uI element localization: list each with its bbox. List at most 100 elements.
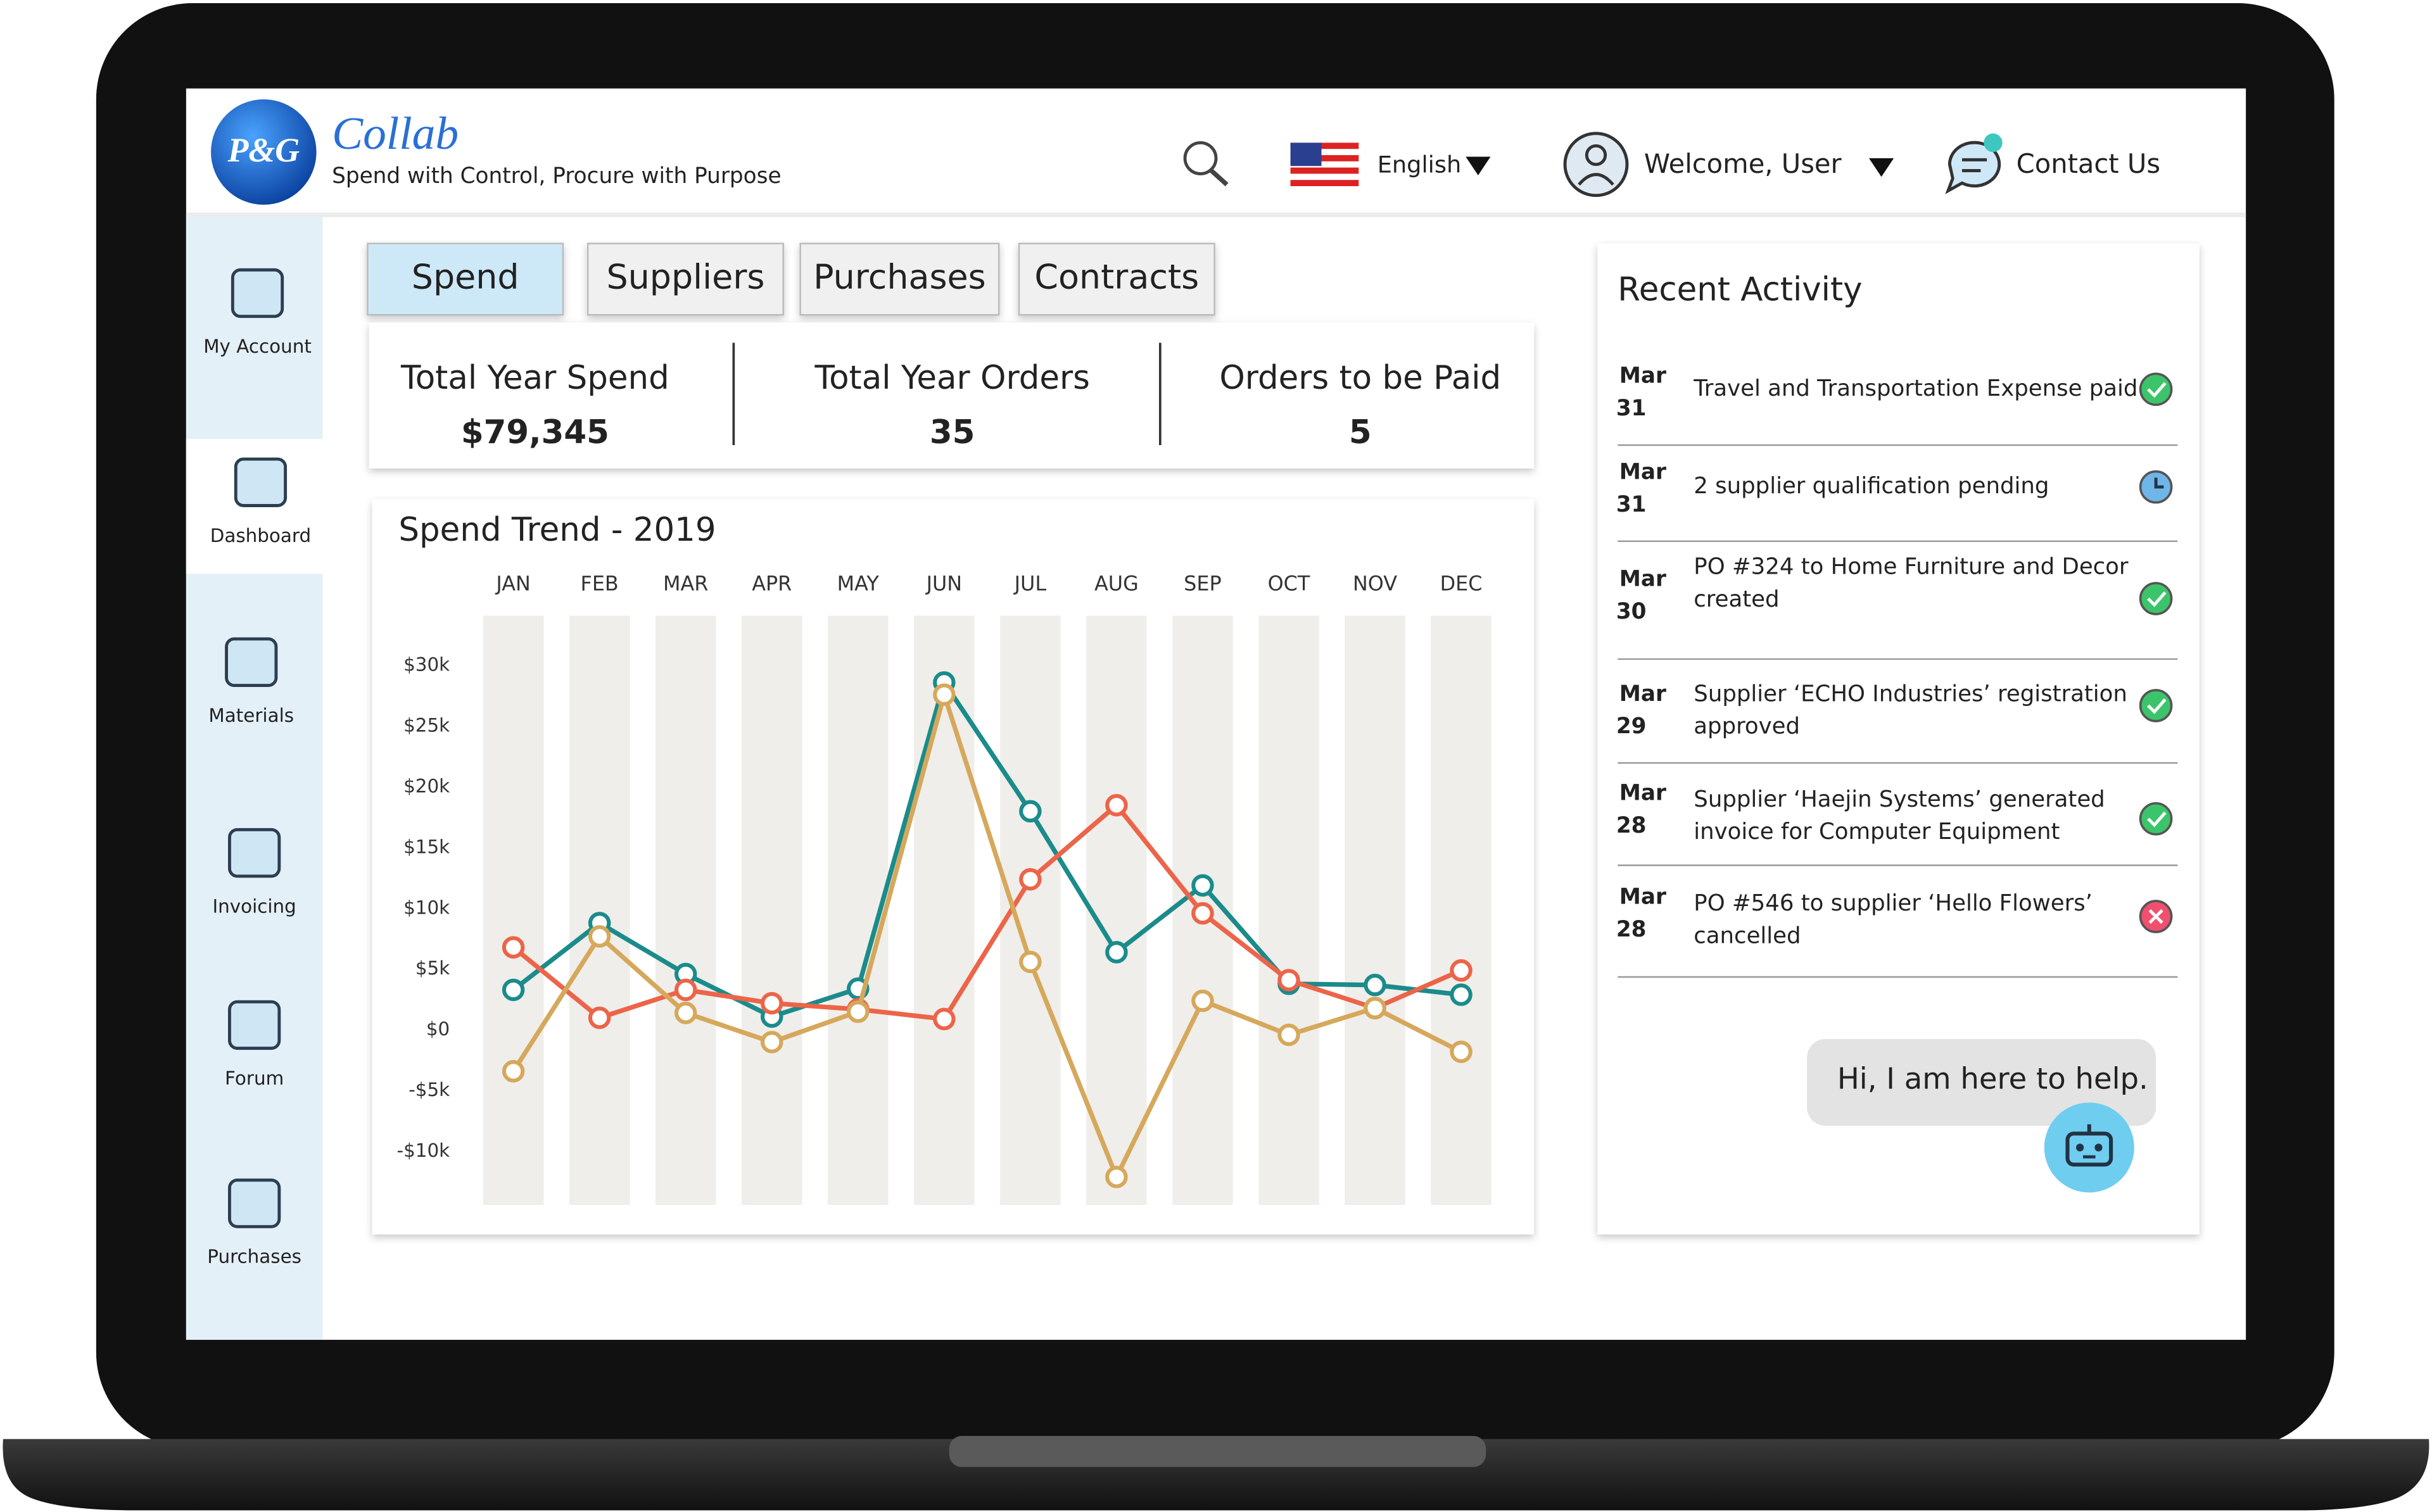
activity-month: Mar xyxy=(1619,681,1666,707)
kpi-card xyxy=(369,322,1535,469)
sidebar-label: Purchases xyxy=(207,1246,301,1268)
activity-day: 30 xyxy=(1616,599,1647,624)
flag-icon xyxy=(1290,142,1359,186)
tab[interactable]: Purchases xyxy=(799,243,1000,316)
data-point xyxy=(1191,874,1214,897)
chatbot-icon[interactable] xyxy=(2044,1102,2134,1193)
contact-us[interactable]: Contact Us xyxy=(2017,148,2160,179)
data-point xyxy=(1191,989,1214,1012)
status-glyph xyxy=(2147,591,2167,607)
tab-bg xyxy=(367,243,564,316)
user-avatar[interactable] xyxy=(1563,132,1629,198)
activity-day: 28 xyxy=(1616,917,1647,942)
column-band xyxy=(1345,615,1405,1205)
x-tick-label: NOV xyxy=(1353,571,1397,595)
tab-label: Spend xyxy=(412,257,519,297)
sidebar-item[interactable]: My Account xyxy=(203,268,312,357)
tab[interactable]: Suppliers xyxy=(586,243,784,316)
x-tick-label: APR xyxy=(752,571,792,595)
column-band xyxy=(1258,615,1319,1205)
status-icon xyxy=(2139,900,2173,933)
data-point xyxy=(1019,950,1042,973)
sidebar-icon xyxy=(225,637,278,688)
activity-text: invoice for Computer Equipment xyxy=(1694,819,2060,845)
activity-text: cancelled xyxy=(1694,923,1801,948)
status-glyph xyxy=(2147,698,2167,714)
column-band xyxy=(1086,615,1147,1205)
data-point xyxy=(760,1031,783,1054)
y-tick-label: $15k xyxy=(403,836,450,857)
column-band xyxy=(741,615,802,1205)
tab-label: Suppliers xyxy=(606,257,764,297)
y-tick-label: $10k xyxy=(403,897,450,918)
status-ring xyxy=(2139,689,2173,722)
data-point xyxy=(933,683,956,706)
data-point xyxy=(933,1007,956,1031)
data-point xyxy=(1277,969,1300,992)
sidebar-label: Forum xyxy=(225,1068,284,1089)
chat-bubble[interactable] xyxy=(1807,1038,2156,1126)
y-tick-label: $5k xyxy=(415,957,450,979)
data-point xyxy=(760,992,783,1015)
sidebar-icon xyxy=(228,1000,281,1050)
sidebar xyxy=(186,217,323,1340)
x-tick-label: AUG xyxy=(1094,571,1139,595)
search-icon[interactable] xyxy=(1183,141,1229,187)
activity-text: created xyxy=(1694,586,1779,612)
sidebar-item[interactable]: Dashboard xyxy=(210,457,311,546)
x-tick-label: DEC xyxy=(1440,571,1483,595)
activity-text: Travel and Transportation Expense paid xyxy=(1693,375,2138,401)
welcome-text[interactable]: Welcome, User xyxy=(1644,148,1842,179)
tab-bg xyxy=(586,243,784,316)
activity-day: 31 xyxy=(1616,492,1647,517)
data-point xyxy=(1364,997,1386,1019)
x-tick-label: JUN xyxy=(925,571,963,595)
data-point xyxy=(1105,941,1128,964)
activity-text: Supplier ‘ECHO Industries’ registration xyxy=(1694,681,2127,707)
sidebar-icon xyxy=(228,1178,281,1228)
y-tick-label: $20k xyxy=(403,775,450,797)
activity-month: Mar xyxy=(1619,363,1666,389)
status-icon xyxy=(2139,582,2173,615)
series-line xyxy=(511,686,1462,1183)
tab[interactable]: Spend xyxy=(367,243,564,316)
column-band xyxy=(483,615,544,1205)
data-point xyxy=(1277,1023,1300,1047)
x-tick-label: SEP xyxy=(1184,571,1222,595)
tab-label: Purchases xyxy=(813,257,986,297)
status-glyph xyxy=(2147,811,2167,828)
header-border xyxy=(186,212,2246,217)
status-glyph xyxy=(2154,477,2164,489)
tab[interactable]: Contracts xyxy=(1018,243,1215,316)
y-tick-label: $25k xyxy=(403,714,450,736)
activity-text: 2 supplier qualification pending xyxy=(1694,473,2049,499)
sidebar-item[interactable]: Materials xyxy=(208,637,294,726)
app-name: Collab xyxy=(332,108,459,159)
contact-icon[interactable] xyxy=(1945,133,2003,194)
activity-title: Recent Activity xyxy=(1618,271,1862,309)
data-point xyxy=(502,978,525,1002)
sidebar-item[interactable]: Forum xyxy=(225,1000,284,1089)
status-glyph xyxy=(2148,909,2163,924)
dropdown-arrow[interactable] xyxy=(1869,158,1894,177)
dropdown-arrow[interactable] xyxy=(1466,156,1491,175)
y-tick-label: $30k xyxy=(403,654,450,676)
activity-text: Supplier ‘Haejin Systems’ generated xyxy=(1694,786,2105,812)
sidebar-item[interactable]: Invoicing xyxy=(212,828,296,917)
language-selector[interactable]: English xyxy=(1378,151,1462,179)
data-point xyxy=(502,936,525,959)
kpi-value: 5 xyxy=(1349,413,1372,451)
data-point xyxy=(674,1002,697,1024)
activity-day: 29 xyxy=(1616,714,1647,739)
activity-text: approved xyxy=(1694,714,1800,740)
status-icon xyxy=(2139,372,2173,406)
status-ring xyxy=(2139,582,2173,615)
data-point xyxy=(1450,983,1472,1006)
activity-month: Mar xyxy=(1619,460,1666,485)
activity-text: PO #546 to supplier ‘Hello Flowers’ xyxy=(1694,890,2093,916)
sidebar-icon xyxy=(234,457,288,507)
data-point xyxy=(1105,793,1128,817)
kpi-value: 35 xyxy=(930,413,975,451)
sidebar-item[interactable]: Purchases xyxy=(207,1178,301,1268)
